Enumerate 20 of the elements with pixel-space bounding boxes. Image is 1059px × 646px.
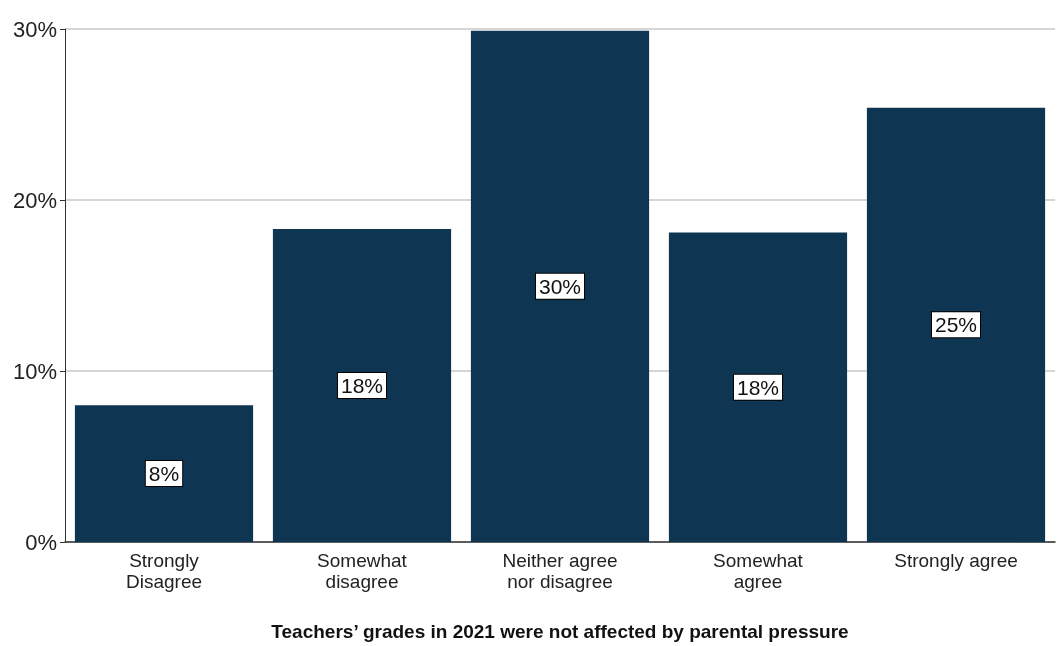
x-axis-title: Teachers’ grades in 2021 were not affected by parental pressure bbox=[271, 621, 849, 642]
y-tick-label: 30% bbox=[12, 16, 57, 42]
bar bbox=[470, 30, 650, 542]
y-tick-label: 0% bbox=[25, 529, 57, 555]
x-tick-label: Somewhat agree bbox=[713, 550, 804, 592]
x-tick-label: Strongly Disagree bbox=[125, 550, 203, 592]
y-tick-label: 10% bbox=[12, 358, 57, 384]
data-label: 18% bbox=[736, 375, 780, 399]
bar bbox=[74, 405, 254, 542]
bar bbox=[668, 232, 848, 542]
bar bbox=[272, 229, 452, 542]
data-label: 25% bbox=[934, 313, 978, 337]
bar bbox=[866, 107, 1046, 542]
x-tick-label: Neither agree nor disagree bbox=[502, 550, 618, 592]
data-label: 30% bbox=[538, 274, 582, 298]
data-label: 18% bbox=[340, 374, 384, 398]
data-label: 8% bbox=[148, 462, 180, 486]
y-tick-label: 20% bbox=[12, 187, 57, 213]
x-tick-label: Strongly agree bbox=[894, 550, 1018, 571]
x-tick-label: Somewhat disagree bbox=[317, 550, 408, 592]
